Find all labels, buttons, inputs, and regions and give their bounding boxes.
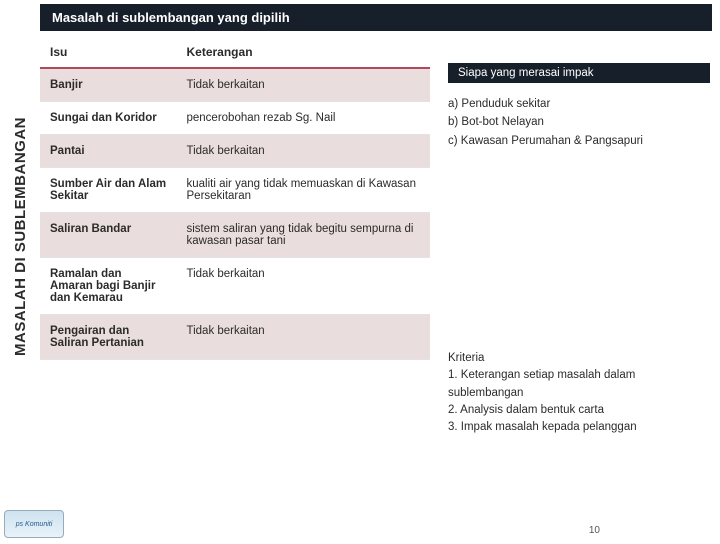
vertical-label-container: MASALAH DI SUBLEMBANGAN [0, 37, 40, 436]
cell-isu: Banjir [40, 68, 177, 102]
kriteria-title: Kriteria [448, 350, 710, 367]
cell-isu: Pengairan dan Saliran Pertanian [40, 315, 177, 360]
impact-header: Siapa yang merasai impak [448, 63, 710, 83]
table-row: Pengairan dan Saliran PertanianTidak ber… [40, 315, 430, 360]
cell-isu: Saliran Bandar [40, 213, 177, 258]
issues-table-area: Isu Keterangan BanjirTidak berkaitanSung… [40, 37, 430, 436]
vertical-label: MASALAH DI SUBLEMBANGAN [12, 117, 29, 356]
cell-isu: Sumber Air dan Alam Sekitar [40, 168, 177, 213]
cell-isu: Ramalan dan Amaran bagi Banjir dan Kemar… [40, 258, 177, 315]
table-row: Sumber Air dan Alam Sekitarkualiti air y… [40, 168, 430, 213]
cell-keterangan: pencerobohan rezab Sg. Nail [177, 102, 431, 135]
issues-table: Isu Keterangan BanjirTidak berkaitanSung… [40, 37, 430, 360]
impact-item: b) Bot-bot Nelayan [448, 113, 710, 131]
table-row: PantaiTidak berkaitan [40, 135, 430, 168]
kriteria-item: 1. Keterangan setiap masalah dalam suble… [448, 367, 710, 402]
table-row: Saliran Bandarsistem saliran yang tidak … [40, 213, 430, 258]
header-keterangan: Keterangan [177, 37, 431, 68]
cell-keterangan: Tidak berkaitan [177, 68, 431, 102]
page-number: 10 [589, 525, 600, 536]
impact-item: a) Penduduk sekitar [448, 95, 710, 113]
logo: ps Komuniti [4, 510, 64, 538]
cell-isu: Sungai dan Koridor [40, 102, 177, 135]
cell-keterangan: kualiti air yang tidak memuaskan di Kawa… [177, 168, 431, 213]
cell-keterangan: sistem saliran yang tidak begitu sempurn… [177, 213, 431, 258]
content-row: MASALAH DI SUBLEMBANGAN Isu Keterangan B… [0, 37, 720, 436]
cell-isu: Pantai [40, 135, 177, 168]
table-row: Sungai dan Koridorpencerobohan rezab Sg.… [40, 102, 430, 135]
slide-title: Masalah di sublembangan yang dipilih [40, 4, 712, 31]
cell-keterangan: Tidak berkaitan [177, 258, 431, 315]
kriteria-block: Kriteria 1. Keterangan setiap masalah da… [448, 350, 710, 436]
impact-list: a) Penduduk sekitar b) Bot-bot Nelayan c… [448, 95, 710, 150]
cell-keterangan: Tidak berkaitan [177, 315, 431, 360]
impact-item: c) Kawasan Perumahan & Pangsapuri [448, 132, 710, 150]
kriteria-item: 2. Analysis dalam bentuk carta [448, 402, 710, 419]
table-row: BanjirTidak berkaitan [40, 68, 430, 102]
kriteria-item: 3. Impak masalah kepada pelanggan [448, 419, 710, 436]
header-isu: Isu [40, 37, 177, 68]
table-row: Ramalan dan Amaran bagi Banjir dan Kemar… [40, 258, 430, 315]
right-panel: Siapa yang merasai impak a) Penduduk sek… [430, 37, 720, 436]
cell-keterangan: Tidak berkaitan [177, 135, 431, 168]
